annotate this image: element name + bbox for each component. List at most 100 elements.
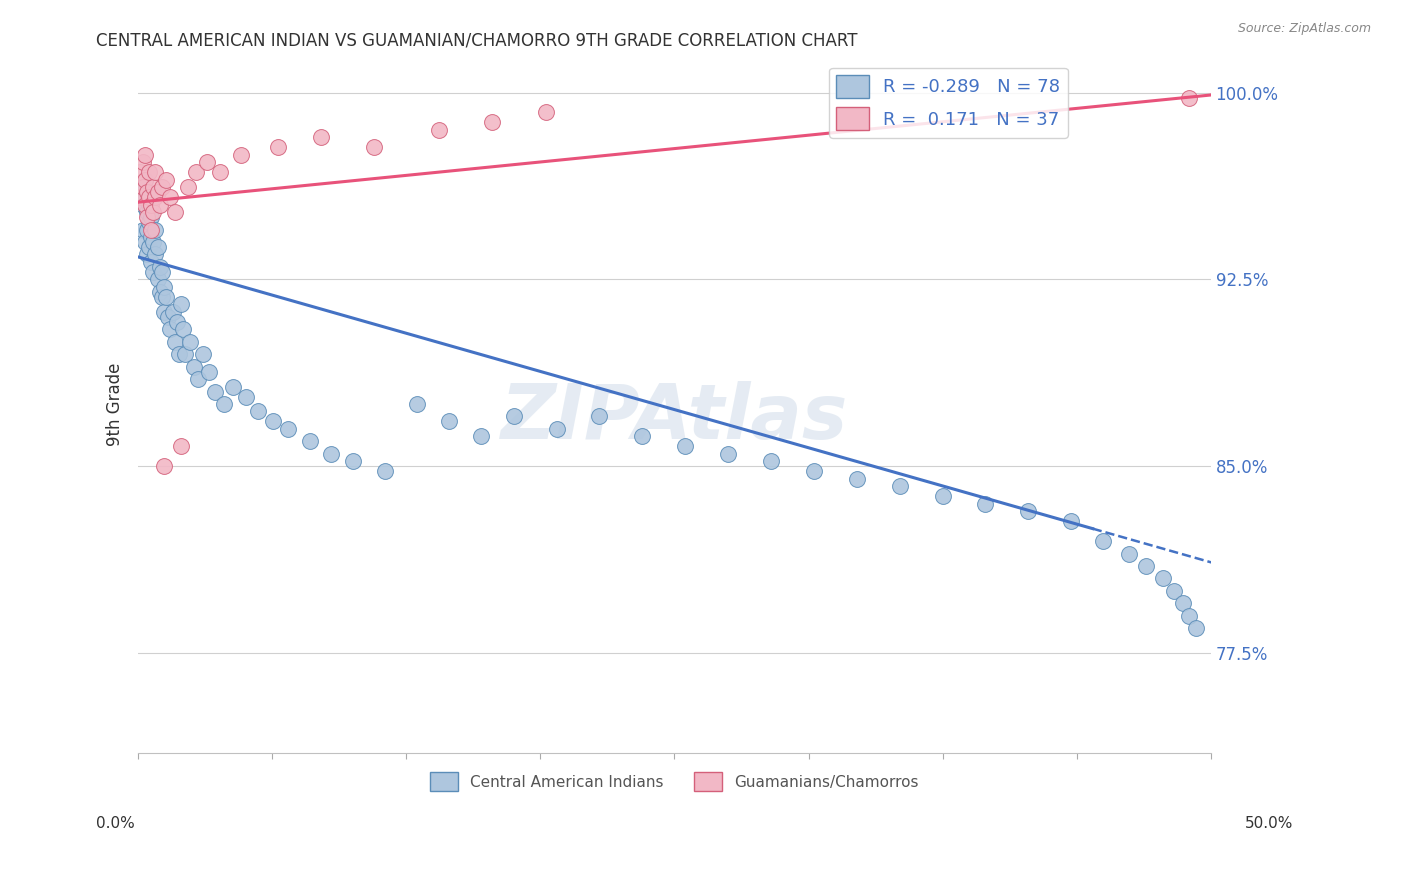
- Point: [208, 165, 231, 179]
- Legend: Central American Indians, Guamanians/Chamorros: Central American Indians, Guamanians/Cha…: [425, 765, 925, 797]
- Point: [149, 197, 172, 211]
- Point: [1153, 571, 1175, 585]
- Point: [134, 172, 156, 186]
- Point: [363, 140, 385, 154]
- Point: [1092, 534, 1115, 549]
- Point: [267, 140, 290, 154]
- Point: [145, 222, 167, 236]
- Point: [212, 397, 235, 411]
- Point: [195, 155, 218, 169]
- Point: [149, 285, 172, 299]
- Point: [163, 334, 186, 349]
- Point: [162, 305, 184, 319]
- Text: 50.0%: 50.0%: [1246, 816, 1294, 830]
- Point: [631, 429, 654, 443]
- Point: [262, 414, 284, 428]
- Point: [142, 235, 165, 249]
- Point: [157, 310, 180, 324]
- Point: [1118, 547, 1140, 561]
- Point: [142, 180, 165, 194]
- Point: [153, 459, 176, 474]
- Point: [163, 205, 186, 219]
- Point: [141, 255, 163, 269]
- Point: [153, 305, 176, 319]
- Text: ZIPAtlas: ZIPAtlas: [501, 381, 848, 455]
- Point: [974, 497, 997, 511]
- Point: [145, 190, 167, 204]
- Point: [170, 439, 193, 453]
- Point: [155, 172, 177, 186]
- Point: [247, 404, 270, 418]
- Point: [141, 230, 163, 244]
- Point: [138, 197, 160, 211]
- Point: [198, 365, 221, 379]
- Point: [134, 235, 156, 249]
- Point: [481, 115, 503, 129]
- Point: [141, 222, 163, 236]
- Point: [1178, 608, 1201, 623]
- Point: [145, 165, 167, 179]
- Point: [931, 489, 953, 503]
- Point: [231, 148, 253, 162]
- Point: [131, 222, 153, 236]
- Point: [502, 409, 524, 424]
- Point: [309, 130, 332, 145]
- Point: [141, 197, 163, 211]
- Point: [135, 247, 157, 261]
- Point: [142, 265, 165, 279]
- Point: [1060, 514, 1083, 528]
- Point: [588, 409, 610, 424]
- Point: [170, 297, 193, 311]
- Point: [1135, 558, 1157, 573]
- Point: [134, 197, 156, 211]
- Point: [135, 222, 157, 236]
- Point: [138, 240, 160, 254]
- Point: [146, 185, 169, 199]
- Y-axis label: 9th Grade: 9th Grade: [107, 362, 124, 446]
- Point: [673, 439, 696, 453]
- Point: [183, 359, 205, 374]
- Point: [150, 290, 173, 304]
- Point: [889, 479, 911, 493]
- Point: [150, 180, 173, 194]
- Point: [131, 155, 153, 169]
- Text: CENTRAL AMERICAN INDIAN VS GUAMANIAN/CHAMORRO 9TH GRADE CORRELATION CHART: CENTRAL AMERICAN INDIAN VS GUAMANIAN/CHA…: [96, 31, 858, 49]
- Point: [149, 260, 172, 274]
- Point: [406, 397, 429, 411]
- Point: [134, 148, 156, 162]
- Point: [439, 414, 461, 428]
- Point: [153, 280, 176, 294]
- Point: [1171, 596, 1194, 610]
- Text: Source: ZipAtlas.com: Source: ZipAtlas.com: [1237, 22, 1371, 36]
- Point: [131, 180, 153, 194]
- Point: [159, 322, 181, 336]
- Point: [427, 123, 450, 137]
- Point: [186, 165, 208, 179]
- Point: [134, 172, 156, 186]
- Point: [172, 322, 194, 336]
- Point: [187, 372, 209, 386]
- Point: [1184, 621, 1206, 635]
- Point: [803, 464, 825, 478]
- Point: [135, 185, 157, 199]
- Point: [129, 190, 152, 204]
- Point: [138, 215, 160, 229]
- Point: [174, 347, 197, 361]
- Point: [166, 315, 188, 329]
- Point: [191, 347, 214, 361]
- Point: [146, 240, 169, 254]
- Point: [546, 422, 568, 436]
- Point: [374, 464, 396, 478]
- Point: [150, 265, 173, 279]
- Point: [131, 197, 153, 211]
- Point: [235, 390, 257, 404]
- Point: [129, 185, 152, 199]
- Point: [1163, 583, 1185, 598]
- Point: [1017, 504, 1039, 518]
- Point: [534, 105, 557, 120]
- Point: [845, 472, 868, 486]
- Point: [204, 384, 226, 399]
- Point: [759, 454, 782, 468]
- Point: [176, 180, 198, 194]
- Point: [138, 165, 160, 179]
